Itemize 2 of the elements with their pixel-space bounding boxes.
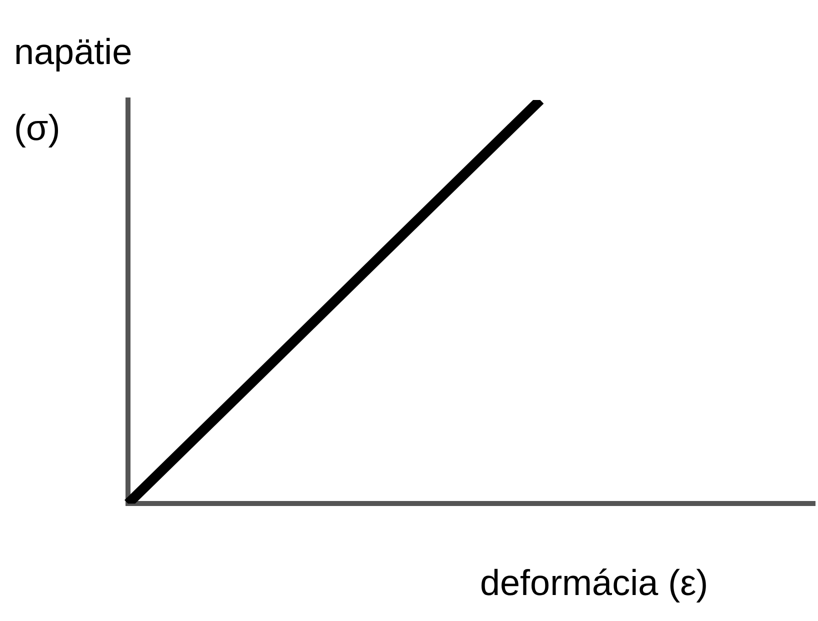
x-axis-title: deformácia (ε) <box>480 562 708 604</box>
y-axis-title: napätie (σ) <box>14 30 134 150</box>
